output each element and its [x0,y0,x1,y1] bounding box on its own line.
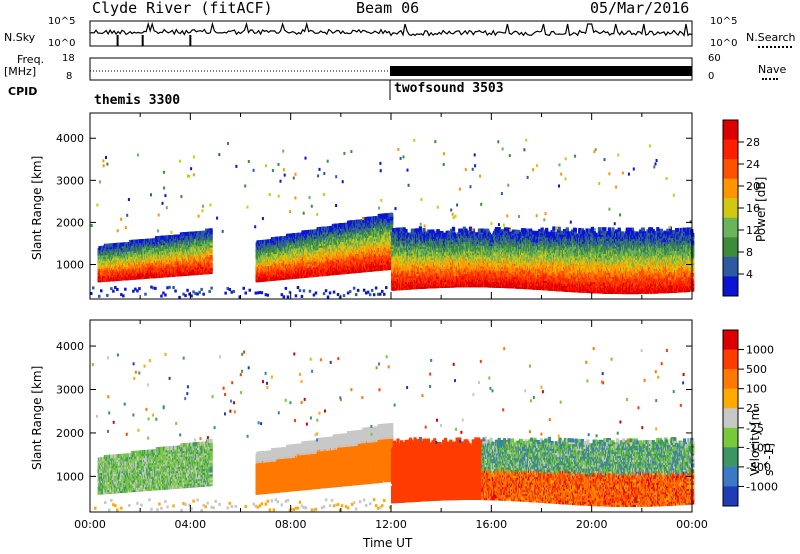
nave-bar [390,66,692,76]
nsky-panel [90,21,692,46]
nsky-series [90,24,692,36]
plot-canvas: 1000200030004000 100020003000400000:00 04… [0,0,800,554]
freq-panel [90,58,692,80]
